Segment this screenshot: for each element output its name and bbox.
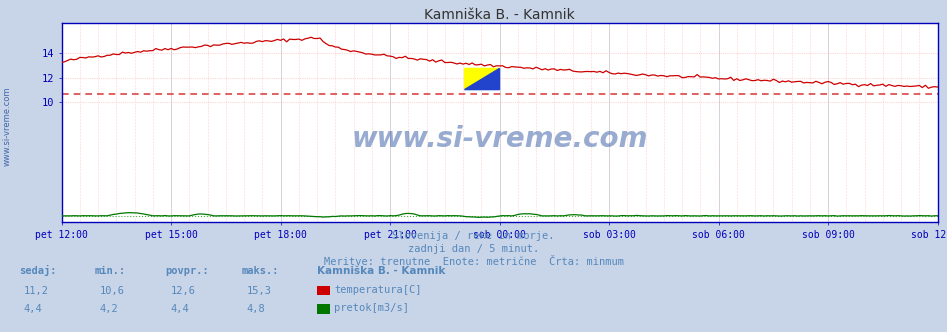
Text: 4,8: 4,8 (246, 304, 265, 314)
Text: 10,6: 10,6 (99, 286, 124, 296)
Text: povpr.:: povpr.: (166, 266, 209, 276)
Text: www.si-vreme.com: www.si-vreme.com (351, 125, 648, 153)
Text: Meritve: trenutne  Enote: metrične  Črta: minmum: Meritve: trenutne Enote: metrične Črta: … (324, 257, 623, 267)
Text: min.:: min.: (95, 266, 126, 276)
Text: 12,6: 12,6 (170, 286, 195, 296)
Text: 4,2: 4,2 (99, 304, 118, 314)
Text: sedaj:: sedaj: (19, 265, 57, 276)
Text: 4,4: 4,4 (170, 304, 189, 314)
Title: Kamniška B. - Kamnik: Kamniška B. - Kamnik (424, 8, 575, 22)
Text: temperatura[C]: temperatura[C] (334, 285, 421, 295)
Text: 4,4: 4,4 (24, 304, 43, 314)
Polygon shape (465, 68, 499, 90)
Text: www.si-vreme.com: www.si-vreme.com (3, 86, 12, 166)
Text: maks.:: maks.: (241, 266, 279, 276)
Polygon shape (465, 68, 499, 90)
Text: 11,2: 11,2 (24, 286, 48, 296)
Text: 15,3: 15,3 (246, 286, 271, 296)
Text: pretok[m3/s]: pretok[m3/s] (334, 303, 409, 313)
Text: Kamniška B. - Kamnik: Kamniška B. - Kamnik (317, 266, 446, 276)
Text: Slovenija / reke in morje.: Slovenija / reke in morje. (392, 231, 555, 241)
Text: zadnji dan / 5 minut.: zadnji dan / 5 minut. (408, 244, 539, 254)
